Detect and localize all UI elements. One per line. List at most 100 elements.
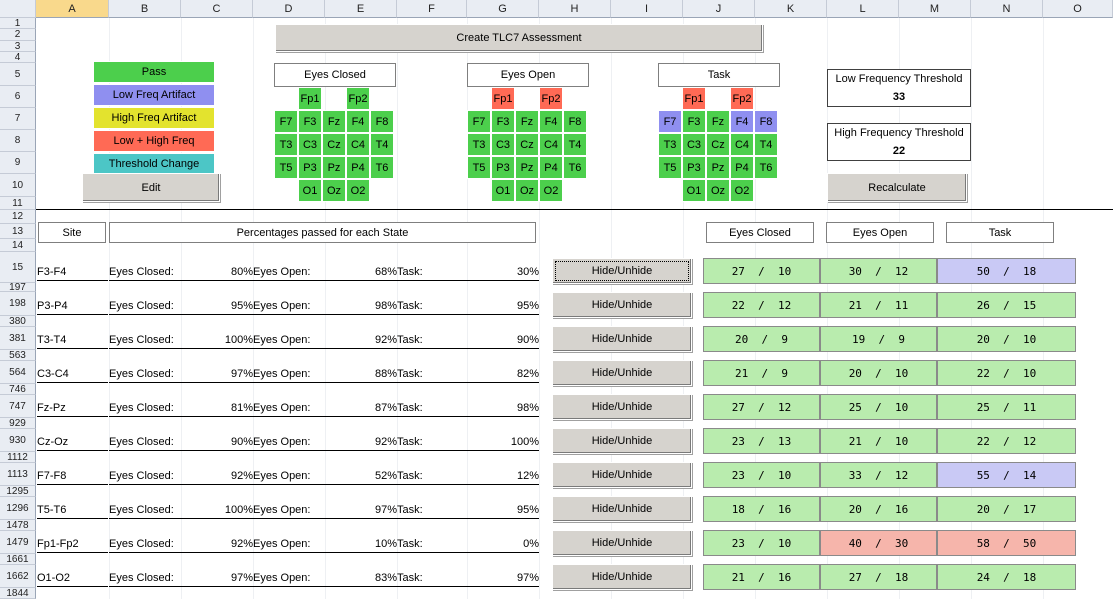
row-header[interactable]: 197: [0, 282, 36, 293]
row-header[interactable]: 1113: [0, 463, 36, 486]
row-header[interactable]: 380: [0, 316, 36, 327]
row-header[interactable]: 9: [0, 152, 36, 174]
column-header-d[interactable]: D: [253, 0, 325, 18]
create-assessment-button[interactable]: Create TLC7 Assessment: [275, 24, 763, 52]
row-header[interactable]: 2: [0, 29, 36, 41]
legend-pass: Pass: [93, 61, 215, 83]
column-header-g[interactable]: G: [467, 0, 539, 18]
hide-unhide-label: Hide/Unhide: [591, 503, 653, 515]
electrode-f4: F4: [730, 110, 754, 133]
row-header[interactable]: 5: [0, 63, 36, 86]
row-header[interactable]: 930: [0, 429, 36, 452]
eyes-open-text: Eyes Open:: [253, 433, 325, 451]
site-label: F7-F8: [37, 467, 108, 485]
electrode-pz: Pz: [322, 156, 346, 179]
row-header[interactable]: 14: [0, 239, 36, 252]
grid-line: [253, 18, 254, 599]
row-header[interactable]: 564: [0, 361, 36, 384]
eyes-closed-text: Eyes Closed:: [109, 467, 181, 485]
row-header[interactable]: 8: [0, 130, 36, 152]
row-header[interactable]: 12: [0, 210, 36, 224]
electrode-t5: T5: [274, 156, 298, 179]
row-header[interactable]: 11: [0, 197, 36, 210]
hide-unhide-button[interactable]: Hide/Unhide: [552, 564, 692, 590]
row-header[interactable]: 15: [0, 252, 36, 283]
eyes-closed-text: Eyes Closed:: [109, 331, 181, 349]
column-header-e[interactable]: E: [325, 0, 397, 18]
hide-unhide-button[interactable]: Hide/Unhide: [552, 326, 692, 352]
row-header[interactable]: 1844: [0, 588, 36, 599]
column-header-f[interactable]: F: [397, 0, 467, 18]
edit-button[interactable]: Edit: [82, 173, 220, 202]
column-header-n[interactable]: N: [971, 0, 1043, 18]
site-label: F3-F4: [37, 263, 108, 281]
column-header-b[interactable]: B: [109, 0, 181, 18]
hide-unhide-button[interactable]: Hide/Unhide: [552, 428, 692, 454]
row-header[interactable]: 198: [0, 292, 36, 316]
low-frequency-threshold-box[interactable]: Low Frequency Threshold 33: [827, 69, 971, 107]
eyes-open-text: Eyes Open:: [253, 331, 325, 349]
hide-unhide-button[interactable]: Hide/Unhide: [552, 496, 692, 522]
column-header-j[interactable]: J: [683, 0, 755, 18]
row-header[interactable]: 1112: [0, 452, 36, 463]
hide-unhide-label: Hide/Unhide: [591, 333, 653, 345]
hide-unhide-button[interactable]: Hide/Unhide: [552, 360, 692, 386]
row-header[interactable]: 6: [0, 86, 36, 108]
headmap-title-task: Task: [658, 63, 780, 87]
column-header-k[interactable]: K: [755, 0, 827, 18]
row-header[interactable]: 1296: [0, 497, 36, 520]
result-eyes-closed: 23 / 13: [703, 428, 820, 454]
result-eyes-open: 21 / 11: [820, 292, 937, 318]
column-header-m[interactable]: M: [899, 0, 971, 18]
row-header[interactable]: 13: [0, 224, 36, 239]
electrode-o1: O1: [682, 179, 706, 202]
electrode-t6: T6: [754, 156, 778, 179]
row-header[interactable]: 10: [0, 174, 36, 197]
row-header[interactable]: 1295: [0, 486, 36, 497]
result-eyes-closed: 27 / 12: [703, 394, 820, 420]
electrode-fp1: Fp1: [491, 87, 515, 110]
row-header[interactable]: 1478: [0, 520, 36, 531]
select-all-corner[interactable]: [0, 0, 36, 18]
electrode-p4: P4: [346, 156, 370, 179]
column-header-c[interactable]: C: [181, 0, 253, 18]
row-header[interactable]: 746: [0, 384, 36, 395]
eyes-closed-text: Eyes Closed:: [109, 263, 181, 281]
task-percent: 98%: [467, 399, 539, 417]
high-frequency-threshold-box[interactable]: High Frequency Threshold 22: [827, 123, 971, 161]
hide-unhide-button[interactable]: Hide/Unhide: [552, 394, 692, 420]
row-header[interactable]: 7: [0, 108, 36, 130]
eyes-closed-percent: 90%: [181, 433, 253, 451]
legend-threshold-change: Threshold Change: [93, 153, 215, 175]
result-eyes-closed: 22 / 12: [703, 292, 820, 318]
row-header[interactable]: 381: [0, 327, 36, 350]
row-header[interactable]: 563: [0, 350, 36, 361]
column-header-o[interactable]: O: [1043, 0, 1113, 18]
column-header-i[interactable]: I: [611, 0, 683, 18]
electrode-cz: Cz: [515, 133, 539, 156]
electrode-c4: C4: [539, 133, 563, 156]
recalculate-button[interactable]: Recalculate: [827, 173, 967, 202]
eyes-open-percent: 68%: [325, 263, 397, 281]
column-header-a[interactable]: A: [36, 0, 109, 18]
row-header[interactable]: 929: [0, 418, 36, 429]
row-header[interactable]: 747: [0, 395, 36, 418]
row-header[interactable]: 3: [0, 41, 36, 52]
row-header[interactable]: 1: [0, 18, 36, 29]
row-header[interactable]: 1479: [0, 531, 36, 554]
hide-unhide-button[interactable]: Hide/Unhide: [552, 292, 692, 318]
electrode-f4: F4: [346, 110, 370, 133]
hide-unhide-label: Hide/Unhide: [591, 265, 653, 277]
hide-unhide-button[interactable]: Hide/Unhide: [552, 462, 692, 488]
grid-line: [109, 18, 110, 599]
hide-unhide-button[interactable]: Hide/Unhide: [552, 258, 692, 284]
row-header[interactable]: 1662: [0, 565, 36, 588]
headmap-title-eyes-open: Eyes Open: [467, 63, 589, 87]
eyes-open-percent: 98%: [325, 297, 397, 315]
row-header[interactable]: 4: [0, 52, 36, 63]
column-header-l[interactable]: L: [827, 0, 899, 18]
row-header[interactable]: 1661: [0, 554, 36, 565]
electrode-t6: T6: [563, 156, 587, 179]
hide-unhide-button[interactable]: Hide/Unhide: [552, 530, 692, 556]
column-header-h[interactable]: H: [539, 0, 611, 18]
